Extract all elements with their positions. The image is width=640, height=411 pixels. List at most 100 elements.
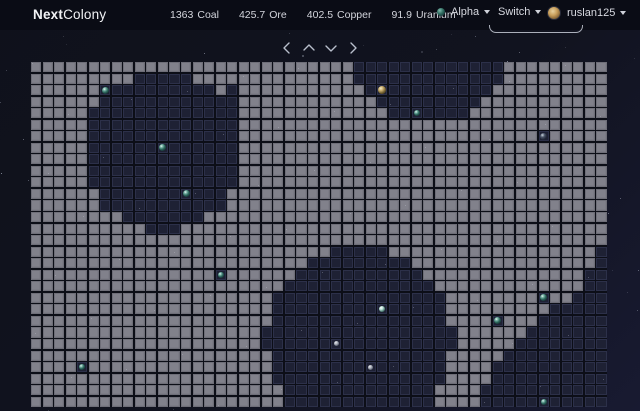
map-cell[interactable]	[134, 281, 145, 292]
map-cell[interactable]	[65, 96, 76, 107]
map-cell[interactable]	[573, 165, 584, 176]
map-cell[interactable]	[307, 269, 319, 280]
map-cell[interactable]	[169, 304, 180, 315]
map-cell[interactable]	[238, 165, 249, 176]
map-cell[interactable]	[273, 327, 284, 338]
map-cell[interactable]	[88, 188, 99, 200]
map-cell[interactable]	[181, 131, 192, 142]
map-cell[interactable]	[550, 131, 561, 142]
map-cell[interactable]	[515, 119, 526, 130]
map-cell[interactable]	[354, 396, 365, 407]
map-cell[interactable]	[550, 108, 561, 119]
map-cell[interactable]	[400, 165, 411, 176]
map-cell[interactable]	[457, 96, 469, 107]
map-cell[interactable]	[100, 350, 111, 361]
map-cell[interactable]	[192, 246, 203, 257]
map-cell[interactable]	[319, 177, 330, 188]
map-cell[interactable]	[250, 246, 261, 257]
map-cell[interactable]	[204, 396, 215, 407]
map-cell[interactable]	[77, 62, 88, 73]
map-cell[interactable]	[400, 119, 411, 130]
map-cell[interactable]	[365, 292, 376, 303]
map-cell[interactable]	[481, 119, 492, 130]
map-cell[interactable]	[411, 385, 422, 396]
map-cell[interactable]	[481, 327, 492, 338]
map-cell[interactable]	[481, 131, 492, 142]
map-cell[interactable]	[365, 338, 376, 350]
map-cell[interactable]	[527, 119, 538, 130]
map-cell[interactable]	[492, 315, 503, 326]
map-cell[interactable]	[573, 304, 584, 315]
map-cell[interactable]	[527, 385, 538, 396]
map-cell[interactable]	[481, 223, 492, 234]
map-cell[interactable]	[273, 154, 284, 165]
map-cell[interactable]	[146, 223, 157, 234]
map-cell[interactable]	[42, 269, 53, 280]
map-cell[interactable]	[307, 396, 319, 407]
map-cell[interactable]	[584, 304, 595, 315]
map-cell[interactable]	[527, 304, 538, 315]
map-cell[interactable]	[146, 165, 157, 176]
map-cell[interactable]	[365, 73, 376, 84]
map-cell[interactable]	[434, 235, 445, 246]
map-cell[interactable]	[492, 223, 503, 234]
map-cell[interactable]	[88, 212, 99, 223]
map-cell[interactable]	[204, 327, 215, 338]
map-cell[interactable]	[192, 338, 203, 350]
map-cell[interactable]	[423, 85, 434, 96]
map-cell[interactable]	[504, 362, 515, 373]
map-cell[interactable]	[538, 304, 549, 315]
map-cell[interactable]	[561, 281, 572, 292]
map-cell[interactable]	[284, 154, 295, 165]
map-cell[interactable]	[492, 108, 503, 119]
map-cell[interactable]	[169, 73, 180, 84]
map-cell[interactable]	[550, 96, 561, 107]
map-cell[interactable]	[111, 338, 122, 350]
map-cell[interactable]	[457, 396, 469, 407]
map-cell[interactable]	[100, 119, 111, 130]
map-cell[interactable]	[100, 385, 111, 396]
map-cell[interactable]	[365, 177, 376, 188]
map-cell[interactable]	[111, 108, 122, 119]
map-cell[interactable]	[354, 258, 365, 269]
map-cell[interactable]	[42, 350, 53, 361]
map-cell[interactable]	[88, 85, 99, 96]
map-cell[interactable]	[400, 108, 411, 119]
map-cell[interactable]	[423, 62, 434, 73]
map-cell[interactable]	[377, 327, 388, 338]
map-cell[interactable]	[42, 62, 53, 73]
map-cell[interactable]	[227, 142, 238, 153]
map-cell[interactable]	[584, 62, 595, 73]
map-cell[interactable]	[157, 304, 169, 315]
map-cell[interactable]	[584, 108, 595, 119]
map-cell[interactable]	[584, 350, 595, 361]
map-cell[interactable]	[354, 223, 365, 234]
map-cell[interactable]	[261, 73, 272, 84]
map-cell[interactable]	[527, 362, 538, 373]
map-cell[interactable]	[538, 385, 549, 396]
map-cell[interactable]	[100, 292, 111, 303]
map-cell[interactable]	[307, 108, 319, 119]
pan-down-button[interactable]	[323, 39, 339, 56]
map-cell[interactable]	[457, 246, 469, 257]
map-cell[interactable]	[550, 373, 561, 384]
map-cell[interactable]	[446, 165, 457, 176]
map-cell[interactable]	[227, 108, 238, 119]
map-cell[interactable]	[77, 396, 88, 407]
map-cell[interactable]	[411, 165, 422, 176]
map-cell[interactable]	[100, 142, 111, 153]
map-cell[interactable]	[561, 246, 572, 257]
map-cell[interactable]	[77, 96, 88, 107]
map-cell[interactable]	[550, 235, 561, 246]
map-cell[interactable]	[65, 177, 76, 188]
map-cell[interactable]	[261, 315, 272, 326]
map-cell[interactable]	[515, 73, 526, 84]
map-cell[interactable]	[123, 327, 134, 338]
map-cell[interactable]	[250, 258, 261, 269]
map-cell[interactable]	[538, 350, 549, 361]
map-cell[interactable]	[319, 258, 330, 269]
map-cell[interactable]	[169, 281, 180, 292]
map-cell[interactable]	[388, 385, 399, 396]
map-cell[interactable]	[284, 396, 295, 407]
map-cell[interactable]	[54, 396, 65, 407]
